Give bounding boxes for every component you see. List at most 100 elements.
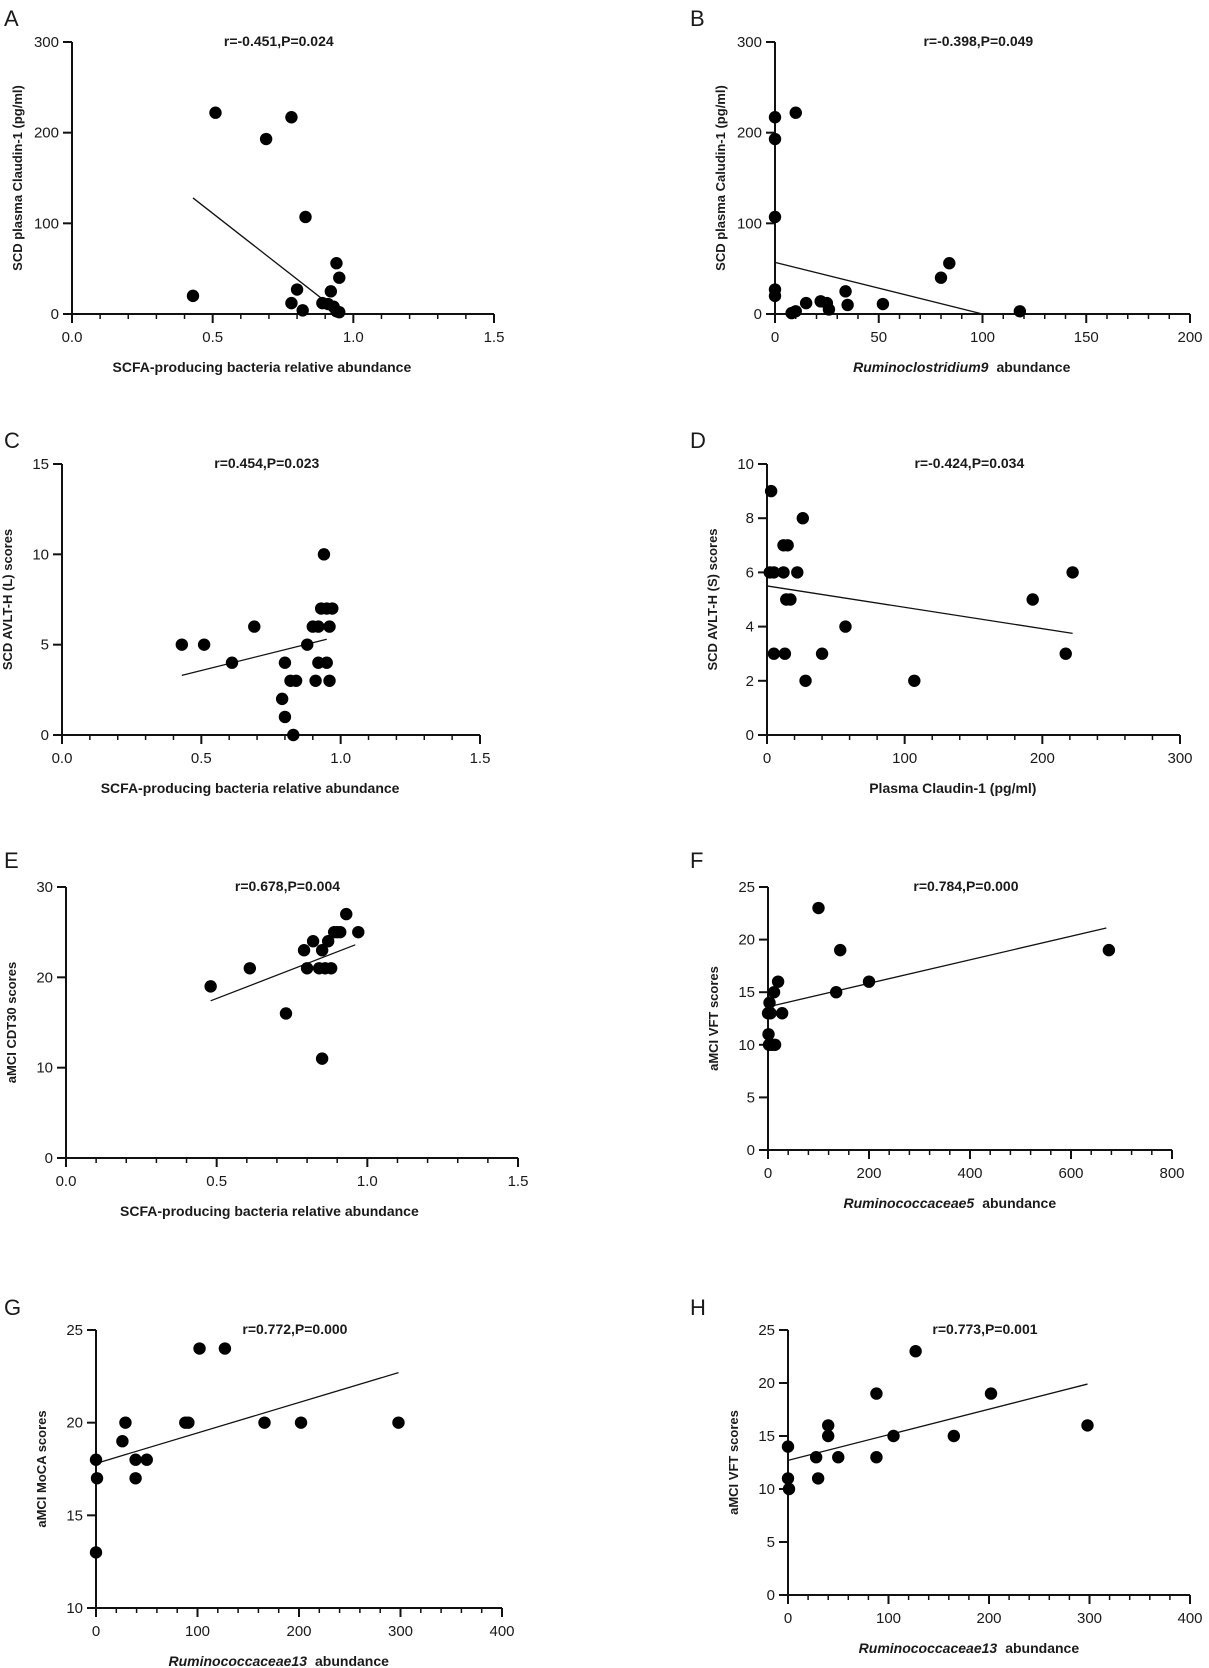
y-tick-label: 25 [758,1322,775,1339]
y-tick-label: 4 [746,619,754,636]
data-point [182,1416,195,1429]
y-tick-label: 20 [36,969,53,986]
correlation-stat: r=-0.424,P=0.034 [914,455,1024,471]
data-point [89,1546,103,1559]
data-point [193,1342,206,1355]
y-axis-label: aMCI VFT scores [726,1410,741,1515]
y-tick-label: 20 [738,932,755,949]
x-axis-label-taxon: Ruminococcaceae13 [859,1640,998,1656]
data-point [789,305,802,318]
y-tick-label: 5 [747,1089,755,1106]
data-point [799,296,813,310]
data-point [279,1007,293,1020]
data-point [782,1482,796,1496]
panel-b: B 0 50 100 150 200 0 100 200 300 r=-0.398,P=0.049 R… [690,6,1203,375]
data-point [796,512,809,525]
x-axis-label: SCFA-producing bacteria relative abundan… [120,1203,419,1219]
panel-h: H 0 100 200 300 400 0 5 10 15 20 25 r=0.773,P=0.001 R… [690,1295,1203,1656]
data-point [841,298,854,312]
y-tick-label: 8 [746,510,754,527]
data-point [908,674,921,687]
data-point [258,1416,271,1429]
data-point [984,1387,998,1400]
x-tick-label: 0.5 [191,750,212,767]
y-tick-label: 6 [746,564,754,581]
x-tick-label: 300 [388,1623,413,1640]
y-tick-label: 15 [32,456,49,473]
x-tick-label: 400 [957,1165,982,1182]
regression-line [95,1372,399,1465]
panel-c: C 0.0 0.5 1.0 1.5 0 5 10 15 r=0.454,P=0.023 SCFA-p… [0,428,490,796]
correlation-stat: r=0.678,P=0.004 [235,878,340,894]
data-point [778,647,792,660]
data-point [943,257,956,270]
y-tick-label: 15 [758,1428,775,1445]
y-tick-label: 2 [746,673,754,690]
data-point [287,728,300,742]
data-point [278,710,292,724]
data-point [299,210,312,224]
y-tick-label: 15 [738,984,755,1001]
data-point [309,674,322,687]
data-point [285,111,298,124]
panel-d: D 0 100 200 300 0 2 4 6 8 10 r=-0.424,P=0.034 Plasma… [690,428,1193,796]
x-axis-label: Plasma Claudin-1 (pg/ml) [869,780,1036,796]
panel-a: A 0.0 0.5 1.0 1.5 0 100 200 300 r=-0.451,P=0.024 S… [4,6,504,375]
data-point [1059,647,1072,660]
x-axis-label-suffix: abundance [315,1653,389,1668]
panel-g: G 0 100 200 300 400 10 15 20 25 r=0.772,P=0.000 Rum… [4,1295,515,1668]
data-point [812,901,825,915]
data-point [781,1440,795,1453]
x-tick-label: 0.0 [52,750,73,767]
y-tick-label: 300 [737,34,762,51]
x-tick-label: 100 [970,329,995,346]
correlation-stat: r=-0.398,P=0.049 [923,33,1033,49]
panel-letter: C [4,428,20,453]
x-tick-label: 100 [185,1623,210,1640]
x-tick-label: 0 [784,1610,792,1627]
data-point [909,1345,922,1358]
data-point [119,1416,132,1429]
data-point [768,132,782,146]
data-point [333,305,346,319]
x-axis-label-suffix: abundance [996,359,1070,375]
y-axis-label: aMCI MoCA scores [34,1410,49,1527]
data-point [116,1435,129,1448]
data-point [330,257,343,270]
data-point [140,1453,153,1466]
x-tick-label: 400 [1177,1610,1202,1627]
x-tick-label: 400 [489,1623,514,1640]
x-tick-label: 0.5 [202,329,223,346]
correlation-stat: r=0.773,P=0.001 [932,1321,1037,1337]
data-point [839,285,852,298]
y-tick-label: 10 [738,1037,755,1054]
data-point [781,539,794,552]
x-tick-label: 0.5 [206,1173,227,1190]
panel-letter: D [690,428,706,453]
regression-line [767,927,1107,1008]
data-point [768,210,782,224]
data-point [832,1451,845,1464]
y-tick-label: 0 [41,727,49,744]
data-point [887,1429,900,1443]
data-point [781,1472,795,1485]
data-point [321,935,335,948]
data-point [218,1342,232,1355]
x-axis-label: Ruminococcaceae5 abundance [843,1195,1056,1211]
y-tick-label: 10 [36,1060,53,1077]
y-axis-label: SCD AVLT-H (L) scores [0,529,15,670]
data-point [290,283,304,296]
x-tick-label: 0 [764,1165,772,1182]
data-point [768,1038,782,1052]
x-tick-label: 200 [1030,750,1055,767]
panel-f: F 0 200 400 600 800 0 5 10 15 20 25 r=0.784,P=0.000 R… [690,848,1185,1211]
data-point [323,674,336,687]
data-point [334,925,347,939]
data-point [324,962,338,975]
y-tick-label: 10 [66,1600,83,1617]
data-point [306,935,320,948]
x-tick-label: 100 [876,1610,901,1627]
data-point [771,975,785,988]
data-point [296,304,309,317]
